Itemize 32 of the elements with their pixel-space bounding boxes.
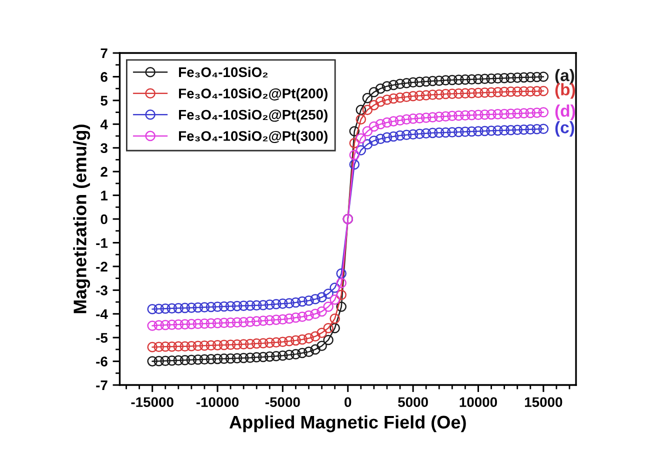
- y-tick-label: 0: [100, 214, 108, 224]
- legend-label: Fe₃O₄-10SiO₂@Pt(300): [179, 130, 328, 144]
- y-axis-title: Magnetization (emu/g): [73, 124, 90, 314]
- x-tick-label: -10000: [196, 397, 239, 408]
- x-tick-label: -5000: [265, 397, 300, 408]
- y-tick-label: 7: [100, 48, 108, 58]
- legend-label: Fe₃O₄-10SiO₂: [179, 66, 268, 78]
- y-tick-label: -7: [96, 380, 108, 390]
- legend-label: Fe₃O₄-10SiO₂@Pt(250): [179, 109, 328, 122]
- y-tick-label: -5: [96, 333, 108, 343]
- legend-label: Fe₃O₄-10SiO₂@Pt(200): [179, 88, 328, 102]
- y-tick-label: -6: [96, 356, 108, 366]
- annotation: (a): [555, 68, 574, 84]
- y-tick-label: 3: [100, 143, 108, 154]
- y-tick-label: 6: [100, 72, 108, 82]
- x-tick-label: 0: [344, 397, 352, 408]
- x-tick-label: -15000: [131, 397, 174, 408]
- y-tick-label: 2: [100, 166, 108, 177]
- y-tick-label: 1: [101, 190, 108, 200]
- annotation: (d): [555, 104, 575, 120]
- y-tick-label: -4: [96, 309, 108, 319]
- annotation: (c): [555, 121, 574, 137]
- x-tick-label: 15000: [524, 397, 562, 408]
- x-tick-label: 5000: [398, 397, 428, 408]
- y-tick-label: -3: [96, 285, 108, 296]
- y-tick-label: 4: [100, 120, 108, 130]
- y-tick-label: 5: [100, 96, 108, 106]
- y-tick-label: -2: [96, 262, 108, 272]
- x-tick-label: 10000: [460, 397, 497, 408]
- x-axis-title: Applied Magnetic Field (Oe): [229, 415, 466, 432]
- annotation: (b): [555, 83, 575, 99]
- y-tick-label: -1: [96, 238, 108, 248]
